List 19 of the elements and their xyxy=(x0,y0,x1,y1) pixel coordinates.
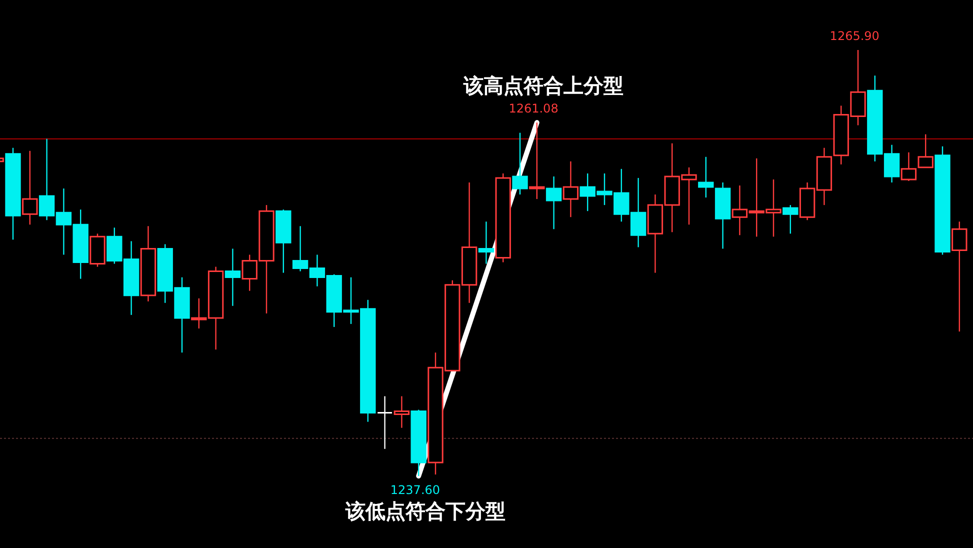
candlestick xyxy=(478,221,494,264)
candlestick xyxy=(512,132,528,196)
candlestick xyxy=(900,152,917,182)
candlestick xyxy=(376,396,393,450)
candlestick xyxy=(22,150,38,226)
candlestick xyxy=(394,396,410,428)
text: 该低点符合下分型 xyxy=(344,499,506,523)
annotation: 1261.08 xyxy=(508,102,558,116)
annotation: 1237.60 xyxy=(390,483,440,497)
annotation: 1265.90 xyxy=(830,29,880,43)
candlestick xyxy=(529,122,545,200)
candlestick xyxy=(562,160,579,218)
candlestick xyxy=(546,176,562,230)
candlestick xyxy=(918,134,934,168)
candlestick xyxy=(698,156,714,198)
candlestick xyxy=(952,221,968,332)
annotation: 该高点符合上分型 xyxy=(462,74,624,98)
candlestick xyxy=(224,248,241,306)
candlestick xyxy=(782,204,798,234)
